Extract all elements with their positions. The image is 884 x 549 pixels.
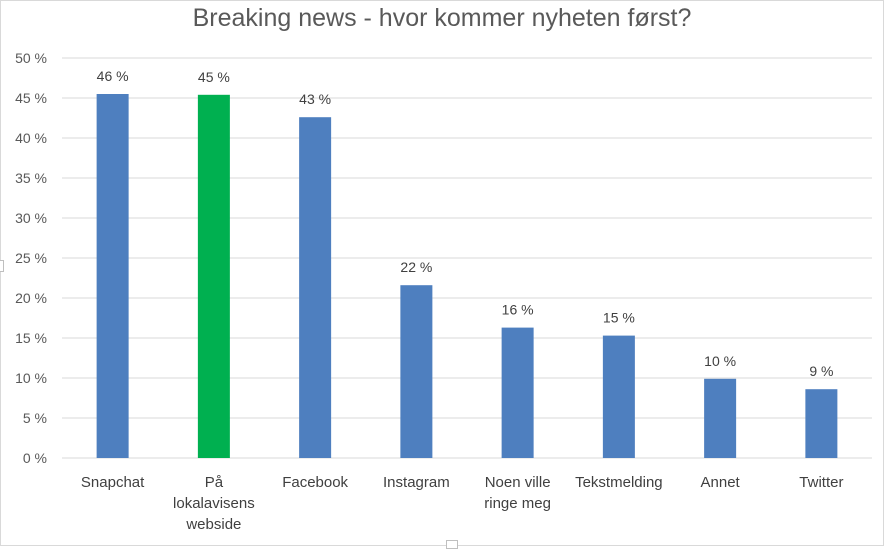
bar	[197, 94, 230, 459]
y-tick-label: 30 %	[15, 210, 47, 226]
y-tick-label: 40 %	[15, 130, 47, 146]
y-tick-label: 45 %	[15, 90, 47, 106]
x-tick-label: Tekstmelding	[575, 474, 663, 491]
x-tick-label: Facebook	[282, 474, 348, 491]
data-label: 43 %	[299, 91, 331, 107]
resize-handle-bottom[interactable]	[446, 540, 458, 549]
data-label: 10 %	[704, 353, 736, 369]
data-label: 15 %	[603, 310, 635, 326]
x-tick-label: Twitter	[799, 474, 843, 491]
y-tick-label: 50 %	[15, 50, 47, 66]
bar	[96, 94, 129, 458]
y-tick-label: 25 %	[15, 250, 47, 266]
data-label: 9 %	[809, 363, 833, 379]
y-tick-label: 15 %	[15, 330, 47, 346]
x-tick-label: Annet	[701, 474, 741, 491]
resize-handle-left[interactable]	[0, 260, 4, 272]
y-tick-label: 5 %	[23, 410, 47, 426]
data-label: 22 %	[400, 259, 432, 275]
x-tick-label: Noen ville ringe meg	[484, 474, 551, 512]
chart-title: Breaking news - hvor kommer nyheten førs…	[192, 4, 692, 32]
bar	[299, 117, 332, 458]
x-tick-label: På lokalavisens webside	[173, 474, 255, 533]
x-tick-label: Snapchat	[81, 474, 145, 491]
data-label: 46 %	[97, 68, 129, 84]
bar	[704, 378, 737, 458]
y-tick-label: 20 %	[15, 290, 47, 306]
x-tick-label: Instagram	[383, 474, 450, 491]
y-tick-label: 10 %	[15, 370, 47, 386]
data-label: 16 %	[502, 302, 534, 318]
bar	[501, 327, 534, 458]
bar	[602, 335, 635, 458]
y-tick-label: 0 %	[23, 450, 47, 466]
y-tick-label: 35 %	[15, 170, 47, 186]
bar	[400, 285, 433, 458]
bar	[805, 389, 838, 458]
data-label: 45 %	[198, 69, 230, 85]
